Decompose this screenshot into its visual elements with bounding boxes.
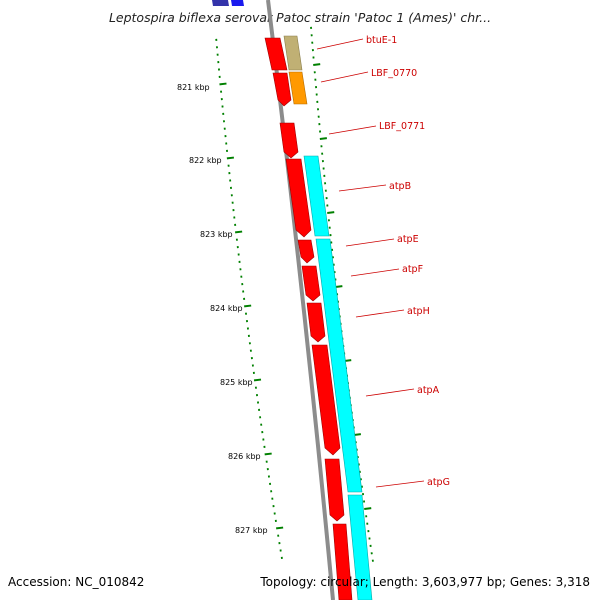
label-atpF: atpF — [402, 264, 423, 275]
ruler-labels: 821 kbp 822 kbp 823 kbp 824 kbp 825 kbp … — [177, 83, 268, 535]
leader-atpH — [355, 309, 405, 318]
ruler-label-827: 827 kbp — [235, 526, 268, 535]
label-atpA: atpA — [417, 385, 440, 396]
cyan-block-1 — [303, 155, 330, 237]
accession-text: Accession: NC_010842 — [8, 575, 145, 589]
leader-LBF_0770 — [320, 71, 369, 83]
label-LBF_0770: LBF_0770 — [371, 68, 417, 79]
ruler-label-826: 826 kbp — [228, 452, 261, 461]
major-tick — [327, 211, 335, 214]
gene-btuE-1-block — [283, 35, 303, 71]
gene-atpG-arrow — [324, 458, 345, 522]
major-tick — [313, 63, 321, 66]
gene-LBF_0770-arrow — [272, 72, 292, 107]
leader-atpA — [365, 388, 415, 397]
leader-LBF_0771 — [328, 125, 377, 135]
label-atpH: atpH — [407, 306, 430, 317]
leader-atpE — [345, 238, 395, 247]
outer-tick-marks — [215, 38, 284, 559]
major-tick — [253, 378, 262, 382]
topology-summary: Topology: circular; Length: 3,603,977 bp… — [260, 575, 590, 589]
ruler-label-824: 824 kbp — [210, 304, 243, 313]
gene-atpB-arrow — [285, 158, 312, 238]
major-tick — [264, 452, 272, 456]
major-tick — [335, 285, 343, 288]
forward-genes — [264, 37, 353, 600]
major-tick — [319, 137, 327, 140]
label-btuE-1: btuE-1 — [366, 35, 397, 46]
ruler-label-825: 825 kbp — [220, 378, 253, 387]
ruler-label-821: 821 kbp — [177, 83, 210, 92]
major-tick — [364, 507, 372, 510]
major-tick — [276, 526, 284, 530]
cyan-block-2 — [315, 238, 363, 493]
label-atpE: atpE — [397, 234, 419, 245]
gene-LBF_0771-arrow — [279, 122, 299, 159]
major-tick — [219, 82, 227, 86]
gene-atpF-arrow — [301, 265, 321, 302]
gene-atpA-arrow — [311, 344, 341, 456]
leader-btuE-1 — [316, 38, 364, 50]
leader-atpF — [350, 268, 400, 277]
leader-atpG — [375, 480, 425, 488]
gene-btuE-1-arrow — [264, 37, 288, 71]
ruler-label-823: 823 kbp — [200, 230, 233, 239]
gene-atpE-arrow — [297, 239, 315, 264]
leader-atpB — [338, 184, 387, 192]
map-title: Leptospira biflexa serovar Patoc strain … — [108, 10, 492, 25]
upstream-gene-1 — [212, 0, 229, 6]
gene-atpH-arrow — [306, 302, 326, 343]
major-tick — [235, 230, 243, 234]
gene-LBF_0770-block — [288, 71, 308, 105]
label-atpG: atpG — [427, 477, 450, 488]
upstream-gene-2 — [231, 0, 244, 6]
ruler-label-822: 822 kbp — [189, 156, 222, 165]
major-tick — [226, 156, 235, 160]
label-atpB: atpB — [389, 181, 411, 192]
label-LBF_0771: LBF_0771 — [379, 121, 425, 132]
reverse-genes — [303, 155, 373, 600]
cyan-block-3 — [347, 494, 373, 600]
gene-next-arrow — [332, 523, 353, 600]
major-tick — [244, 304, 252, 308]
gene-labels: btuE-1 LBF_0770 LBF_0771 atpB atpE atpF … — [316, 35, 450, 488]
